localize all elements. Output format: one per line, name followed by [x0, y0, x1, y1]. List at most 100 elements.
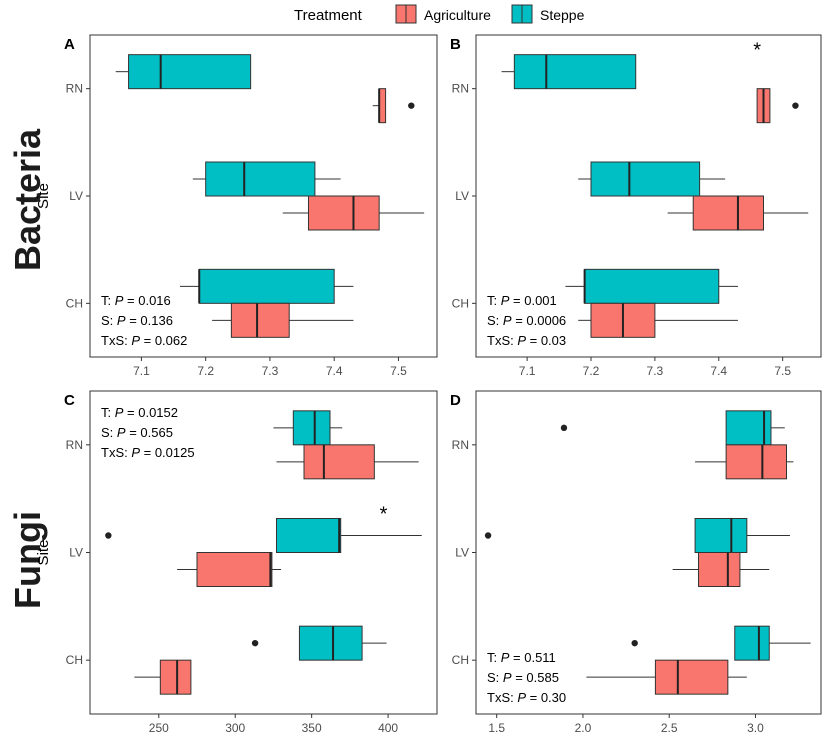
y-tick-label: CH: [452, 653, 469, 667]
y-axis-title: Site: [35, 183, 52, 209]
panel-label: C: [64, 392, 75, 409]
box-rn-agriculture: [276, 444, 419, 480]
series-agriculture: [134, 444, 419, 695]
stats-line: T: P = 0.511: [487, 650, 556, 665]
series-agriculture: [212, 88, 425, 338]
box-iqr: [694, 518, 748, 553]
stats-line: TxS: P = 0.0125: [101, 445, 195, 460]
box-lv-agriculture: [667, 195, 809, 231]
x-tick-label: 1.5: [488, 721, 505, 735]
outlier-point: [560, 424, 568, 432]
stats-line: S: P = 0.136: [101, 313, 173, 328]
box-lv-steppe: [578, 161, 726, 197]
box-iqr: [725, 444, 787, 480]
x-tick-label: 400: [378, 721, 398, 735]
panels: A RN LV CH 7.1 7.2 7.3 7.4 7.5 Site T: P = 0.016 S:…: [35, 34, 822, 735]
y-tick-label: RN: [66, 438, 83, 452]
y-tick-label: RN: [452, 82, 469, 96]
box-rn-steppe: [501, 54, 637, 90]
legend-label-steppe: Steppe: [540, 7, 585, 23]
x-tick-label: 7.2: [583, 364, 600, 378]
stats-line: T: P = 0.0152: [101, 405, 178, 420]
box-ch-steppe: [179, 268, 354, 304]
outlier-point: [251, 639, 259, 647]
box-ch-agriculture: [134, 659, 192, 695]
box-iqr: [513, 54, 637, 90]
box-lv-steppe: [484, 518, 790, 553]
x-tick-label: 2.5: [661, 721, 678, 735]
box-lv-agriculture: [282, 195, 425, 231]
panel-label: D: [450, 392, 461, 409]
box-iqr: [298, 625, 363, 661]
legend-item-agriculture: Agriculture: [395, 4, 491, 24]
significance-star: *: [380, 504, 388, 526]
stats-line: TxS: P = 0.062: [101, 333, 187, 348]
row-title-bacteria: Bacteria: [7, 128, 48, 271]
x-tick-label: 350: [302, 721, 322, 735]
box-lv-agriculture: [672, 552, 770, 587]
stats-line: S: P = 0.0006: [487, 313, 566, 328]
y-tick-label: CH: [452, 296, 469, 310]
y-axis-title: Site: [35, 540, 52, 566]
y-tick-label: CH: [66, 653, 83, 667]
stats-line: S: P = 0.585: [487, 670, 559, 685]
stats-line: TxS: P = 0.03: [487, 333, 566, 348]
box-iqr: [128, 54, 252, 90]
x-tick-label: 7.5: [774, 364, 791, 378]
box-rn-steppe: [560, 410, 785, 446]
box-ch-steppe: [565, 268, 738, 304]
box-iqr: [230, 302, 290, 338]
box-ch-agriculture: [212, 302, 354, 338]
box-iqr: [196, 552, 273, 587]
x-tick-label: 250: [149, 721, 169, 735]
legend-title: Treatment: [294, 7, 363, 24]
box-iqr: [159, 659, 192, 695]
series-agriculture: [578, 88, 809, 338]
x-tick-label: 7.3: [647, 364, 664, 378]
x-tick-label: 7.2: [197, 364, 214, 378]
y-tick-label: RN: [66, 82, 83, 96]
box-lv-steppe: [105, 518, 422, 553]
box-iqr: [590, 161, 701, 197]
box-iqr: [275, 518, 342, 553]
box-iqr: [307, 195, 380, 231]
stats-line: S: P = 0.565: [101, 425, 173, 440]
legend-item-steppe: Steppe: [511, 4, 585, 24]
box-iqr: [205, 161, 316, 197]
outlier-point: [792, 102, 799, 109]
x-tick-label: 7.4: [326, 364, 343, 378]
y-tick-label: LV: [455, 189, 469, 203]
stats-line: T: P = 0.001: [487, 293, 557, 308]
x-tick-label: 2.0: [575, 721, 592, 735]
series-steppe: [115, 54, 354, 304]
box-ch-steppe: [251, 625, 387, 661]
row-title-fungi: Fungi: [7, 511, 48, 609]
significance-star: *: [753, 40, 761, 62]
y-tick-label: RN: [452, 438, 469, 452]
x-tick-label: 7.1: [519, 364, 536, 378]
series-steppe: [501, 54, 738, 304]
outlier-point: [105, 532, 112, 539]
box-iqr: [692, 195, 765, 231]
box-rn-steppe: [115, 54, 252, 90]
box-iqr: [292, 410, 331, 446]
y-tick-label: CH: [66, 296, 83, 310]
outlier-point: [408, 102, 415, 109]
x-tick-label: 7.4: [710, 364, 727, 378]
legend-label-agriculture: Agriculture: [424, 7, 491, 23]
box-iqr: [198, 268, 335, 304]
x-tick-label: 7.5: [390, 364, 407, 378]
panel-label: B: [450, 36, 461, 53]
panel-c: C RN LV CH 250 300 350 400 Site * T: P = 0.0152 S: …: [35, 390, 438, 735]
outlier-point: [484, 532, 492, 539]
box-ch-agriculture: [586, 659, 747, 695]
box-ch-steppe: [631, 625, 811, 661]
box-lv-agriculture: [177, 552, 282, 587]
box-lv-steppe: [192, 161, 341, 197]
panel-d: D RN LV CH 1.5 2.0 2.5 3.0 T: P = 0.511 S: P = 0.…: [450, 390, 822, 735]
y-tick-label: LV: [69, 189, 83, 203]
box-ch-agriculture: [578, 302, 738, 338]
box-iqr: [584, 268, 720, 304]
box-rn-agriculture: [695, 444, 794, 480]
